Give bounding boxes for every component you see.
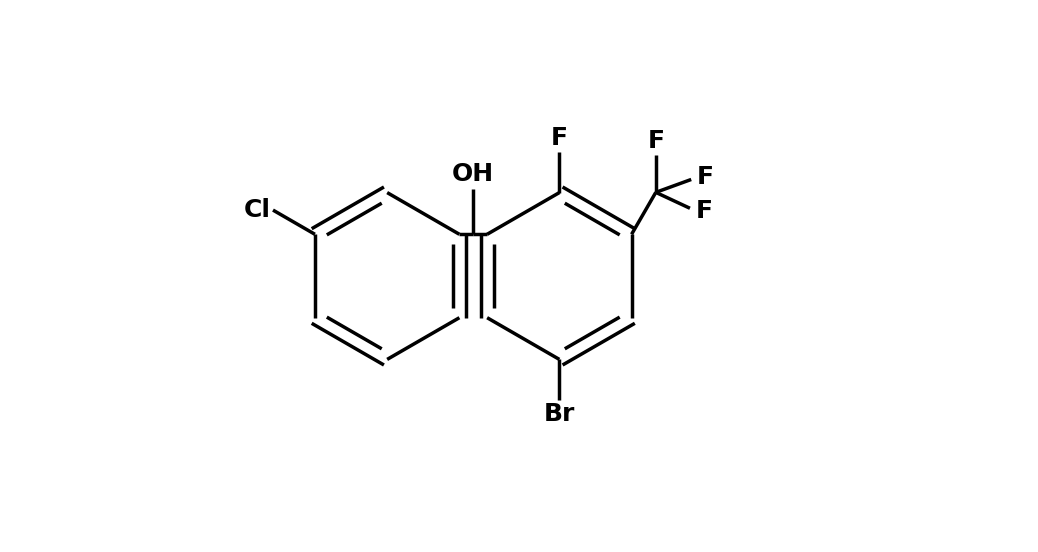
Text: Br: Br [544, 402, 575, 427]
Text: OH: OH [453, 162, 494, 186]
Text: F: F [551, 126, 568, 150]
Text: F: F [648, 129, 664, 152]
Text: Cl: Cl [243, 198, 270, 222]
Text: F: F [695, 199, 712, 223]
Text: F: F [696, 165, 713, 189]
